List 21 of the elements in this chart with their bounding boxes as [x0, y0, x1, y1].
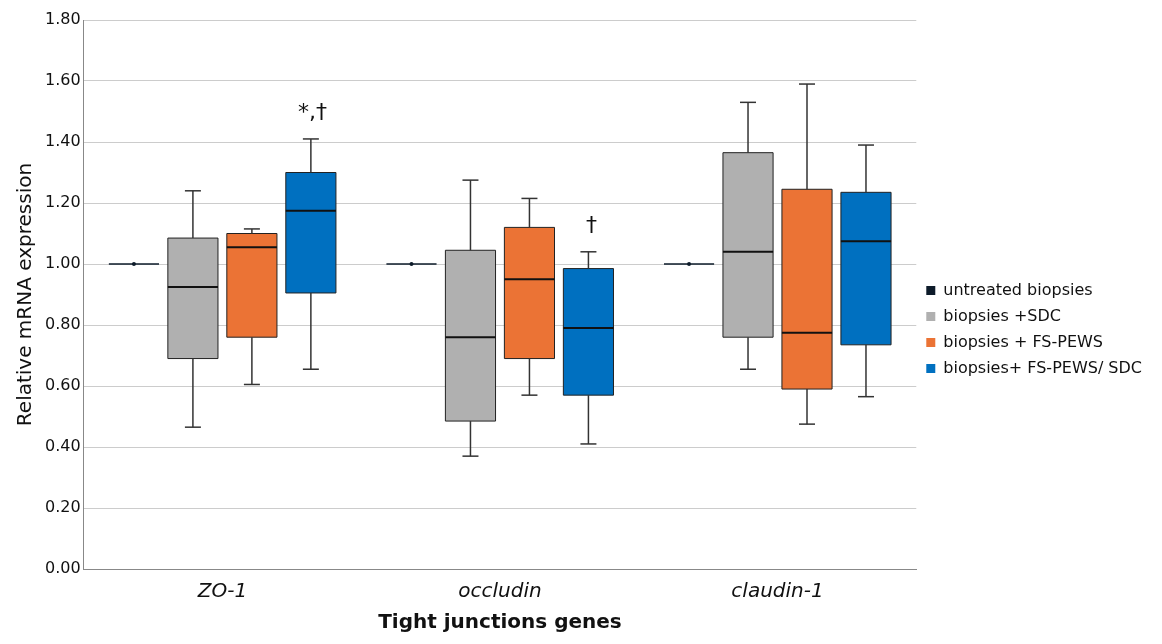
legend-label: biopsies +SDC [943, 305, 1061, 325]
y-axis-title: Relative mRNA expression [12, 162, 37, 427]
x-tick-label: occludin [458, 578, 542, 603]
x-tick-label: claudin-1 [731, 578, 824, 603]
legend-label: biopsies+ FS-PEWS/ SDC [943, 357, 1143, 377]
x-axis-title: Tight junctions genes [378, 609, 622, 634]
y-tick-label: 1.40 [45, 131, 81, 151]
y-tick-label: 1.20 [45, 192, 81, 212]
x-tick-label: ZO-1 [196, 578, 248, 603]
legend-label: untreated biopsies [943, 279, 1093, 299]
y-tick-label: 1.80 [45, 9, 81, 29]
y-tick-label: 0.20 [45, 497, 81, 517]
legend-label: biopsies + FS-PEWS [943, 331, 1103, 351]
y-tick-label: 0.00 [45, 558, 81, 578]
y-tick-label: 1.00 [45, 253, 81, 273]
annotation: *,† [298, 99, 328, 125]
annotation: † [586, 211, 598, 237]
y-tick-label: 0.60 [45, 375, 81, 395]
y-tick-label: 0.80 [45, 314, 81, 334]
y-tick-label: 1.60 [45, 70, 81, 90]
y-tick-label: 0.40 [45, 436, 81, 456]
